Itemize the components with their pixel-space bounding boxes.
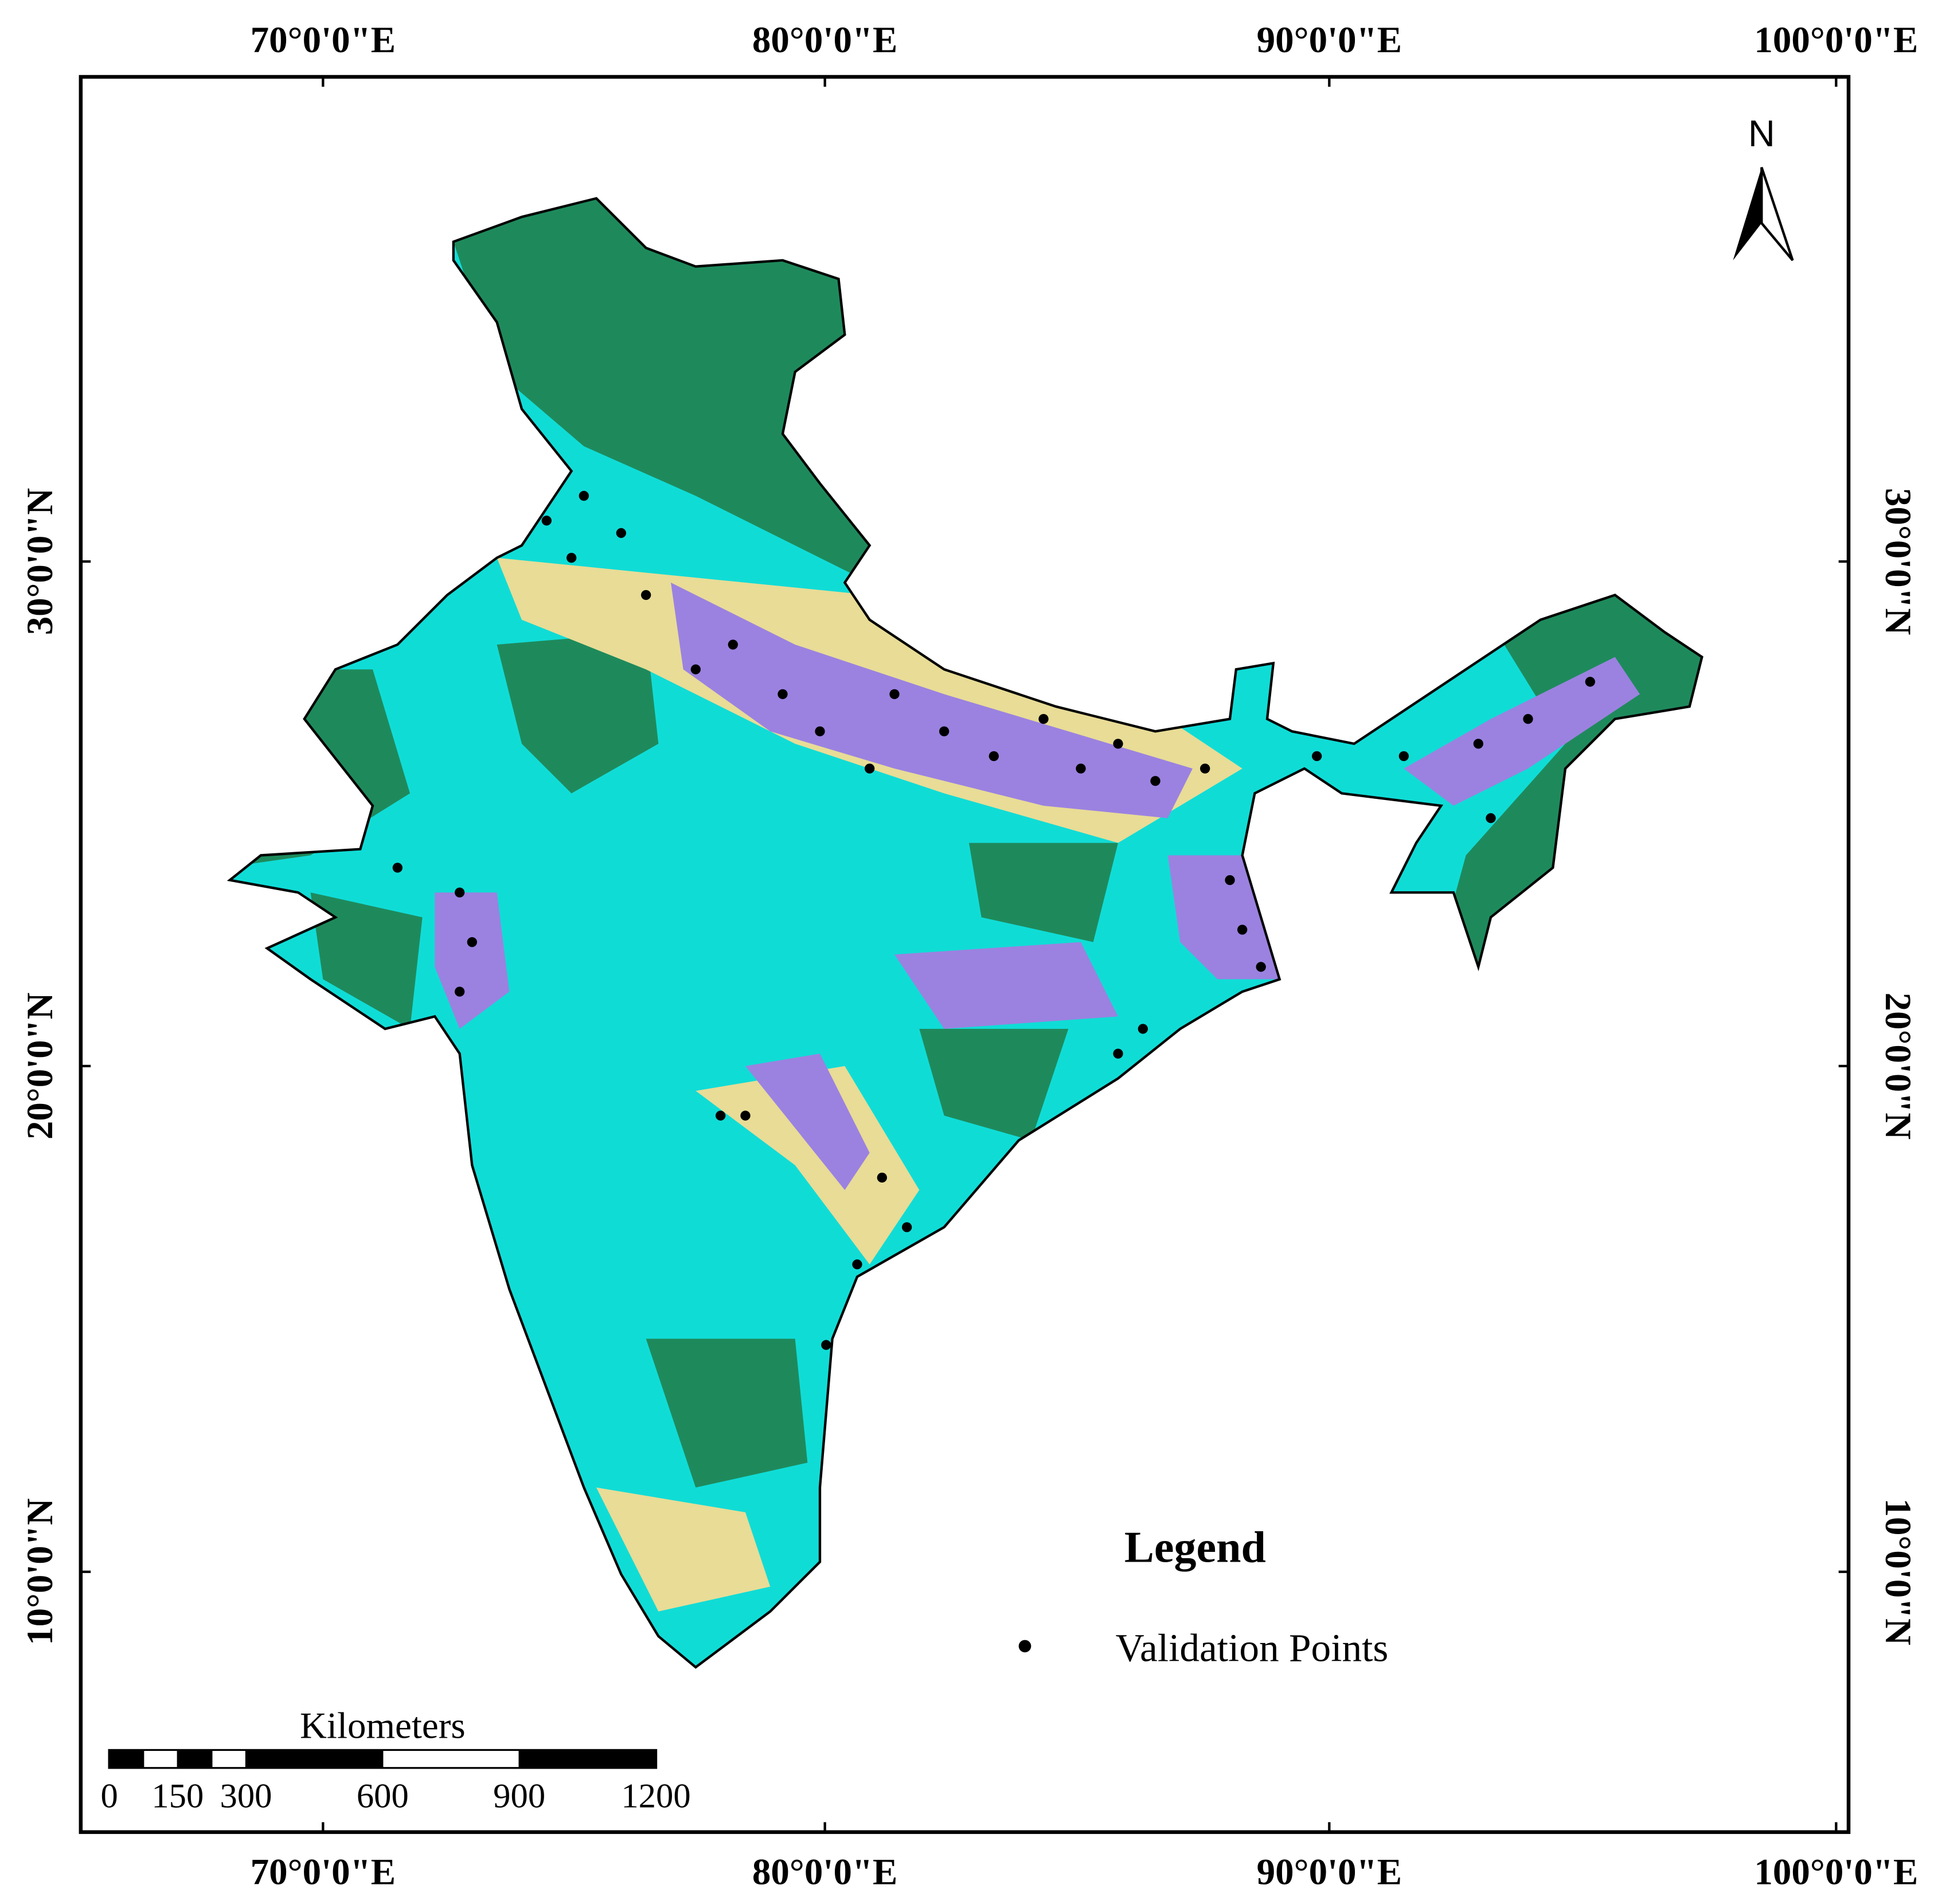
graticule-label: 100°0'0"E xyxy=(1754,1851,1918,1893)
scale-segment xyxy=(177,1749,213,1769)
scale-segment xyxy=(108,1749,144,1769)
point xyxy=(988,751,999,762)
point xyxy=(467,937,477,947)
land-class xyxy=(646,1339,808,1488)
point xyxy=(1150,776,1161,786)
graticule-label: 70°0'0"E xyxy=(251,1851,396,1893)
point xyxy=(852,1259,862,1270)
point xyxy=(815,726,825,736)
land-class xyxy=(497,632,659,794)
point xyxy=(1113,1048,1123,1059)
land-class xyxy=(671,582,1193,818)
legend-item: Validation Points xyxy=(1116,1625,1389,1669)
point xyxy=(1256,962,1266,972)
scale-label: 1200 xyxy=(621,1777,690,1815)
point xyxy=(392,863,403,873)
scale-label: 900 xyxy=(493,1777,545,1815)
legend-symbol xyxy=(1018,1640,1031,1653)
scale-bar: 0 150 300 600 900 1200 xyxy=(101,1749,691,1815)
point xyxy=(1038,714,1049,724)
graticule-label: 100°0'0"E xyxy=(1754,19,1918,61)
scale-label: 300 xyxy=(220,1777,272,1815)
scale-segment xyxy=(211,1749,247,1769)
validation-points xyxy=(392,490,1595,1350)
point xyxy=(641,590,651,600)
point xyxy=(889,689,900,700)
point xyxy=(728,639,738,650)
point xyxy=(690,664,701,674)
point xyxy=(865,763,875,774)
scale-label: 150 xyxy=(151,1777,204,1815)
point xyxy=(777,689,788,700)
point xyxy=(1237,924,1248,935)
graticule-label: 90°0'0"E xyxy=(1257,1851,1402,1893)
point xyxy=(1076,763,1086,774)
scale-label: 0 xyxy=(101,1777,118,1815)
land-class xyxy=(596,1487,771,1612)
land-class xyxy=(745,1054,870,1190)
point xyxy=(1473,739,1483,749)
point xyxy=(740,1110,751,1121)
legend-title: Legend xyxy=(1124,1523,1266,1572)
arrow-half xyxy=(1760,167,1794,262)
point xyxy=(616,528,626,539)
scale-segment xyxy=(245,1749,384,1769)
land-class xyxy=(435,198,870,583)
point xyxy=(566,553,577,563)
point xyxy=(541,516,552,526)
point xyxy=(579,490,589,501)
point xyxy=(1486,813,1496,824)
graticule-label: 10°0'0"N xyxy=(1877,1499,1919,1646)
point xyxy=(455,887,465,898)
point xyxy=(1225,875,1235,885)
land-class xyxy=(969,842,1118,942)
graticule-label: 90°0'0"E xyxy=(1257,19,1402,61)
point xyxy=(716,1110,726,1121)
scale-segment xyxy=(518,1749,657,1769)
graticule-label: 70°0'0"E xyxy=(251,19,396,61)
graticule-label: 10°0'0"N xyxy=(19,1498,61,1645)
land-class xyxy=(696,1066,920,1265)
point xyxy=(939,726,950,736)
point xyxy=(1312,751,1322,762)
land-class xyxy=(1404,657,1640,806)
land-class xyxy=(310,892,423,1029)
scale-label: 600 xyxy=(357,1777,409,1815)
point xyxy=(1138,1024,1148,1034)
point xyxy=(1523,714,1533,724)
scale-segment xyxy=(382,1749,520,1769)
point xyxy=(1398,751,1409,762)
graticule-label: 80°0'0"E xyxy=(752,1851,897,1893)
point xyxy=(455,986,465,997)
point xyxy=(1585,677,1595,687)
north-label: N xyxy=(1748,112,1775,154)
point xyxy=(902,1222,912,1232)
point xyxy=(1200,763,1210,774)
graticule-label: 80°0'0"E xyxy=(752,19,897,61)
scale-title: Kilometers xyxy=(300,1705,466,1746)
graticule-label: 30°0'0"N xyxy=(19,488,61,635)
land-class xyxy=(919,1029,1069,1141)
scale-segment xyxy=(143,1749,178,1769)
point xyxy=(821,1340,831,1350)
graticule-label: 20°0'0"N xyxy=(1877,993,1919,1140)
point xyxy=(877,1172,887,1183)
land-class xyxy=(435,892,510,1029)
graticule-label: 30°0'0"N xyxy=(1877,488,1919,635)
land-class xyxy=(894,942,1118,1029)
point xyxy=(1113,739,1123,749)
graticule-label: 20°0'0"N xyxy=(19,993,61,1140)
